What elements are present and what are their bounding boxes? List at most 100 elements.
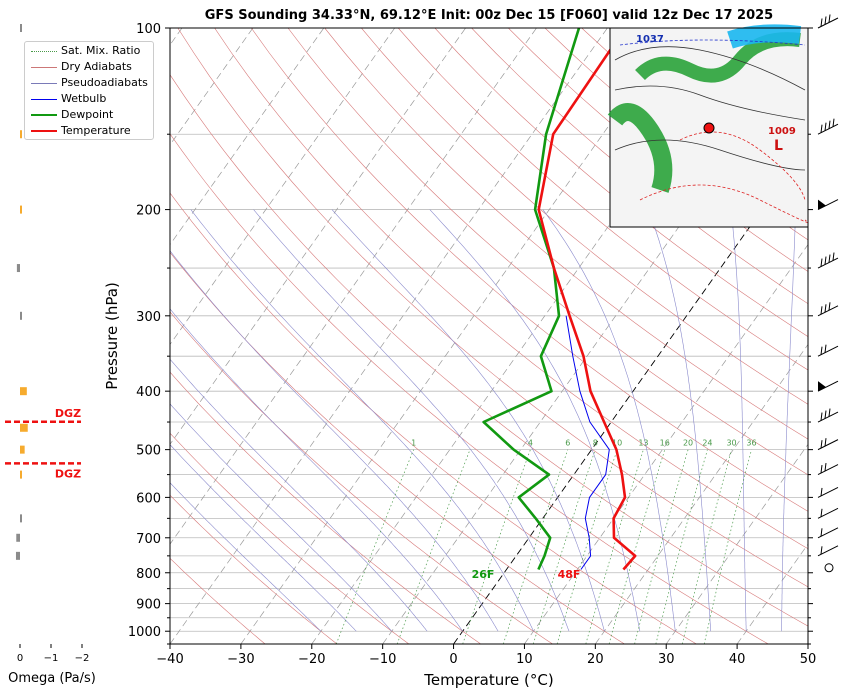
y-tick-label: 200 [136, 204, 161, 219]
wind-barb-feather [821, 546, 822, 554]
mixing-ratio-line [503, 450, 567, 644]
wind-barb-feather [825, 17, 826, 25]
inset-high-label: 1037 [636, 34, 664, 45]
y-tick-label: 300 [136, 310, 161, 325]
mixing-ratio-line [682, 450, 731, 644]
mixing-ratio-line [336, 450, 413, 644]
omega-tick-label: −2 [75, 653, 90, 664]
inset-low-label: 1009 [768, 126, 796, 137]
legend-label: Pseudoadiabats [61, 76, 148, 89]
mixing-ratio-line [635, 450, 689, 644]
mixing-ratio-label: 24 [702, 439, 712, 448]
pseudoadiabat [254, 210, 569, 632]
surface-temperature-label: 48F [558, 568, 581, 581]
wind-barb-feather [825, 123, 826, 131]
x-tick-label: −40 [156, 652, 183, 667]
wind-barb-feather [829, 255, 830, 263]
wind-barb-feather [829, 409, 830, 417]
mixing-ratio-label: 36 [746, 439, 756, 448]
wind-barbs [818, 15, 838, 572]
pseudoadiabat [430, 210, 640, 632]
dgz-label: DGZ [55, 467, 81, 480]
omega-bar [20, 312, 22, 320]
pseudoadiabat [59, 210, 427, 632]
wind-barb-feather [821, 509, 822, 517]
wetbulb-line [566, 316, 609, 570]
calm-wind-icon [825, 564, 833, 572]
mixing-ratio-label: 4 [528, 439, 533, 448]
wind-barb-feather [821, 465, 822, 473]
wind-barb-feather [821, 528, 822, 536]
y-axis-label: Pressure (hPa) [103, 282, 121, 390]
wind-barb-feather [821, 259, 822, 267]
y-tick-label: 900 [136, 598, 161, 613]
omega-tick-label: 0 [17, 653, 23, 664]
mixing-ratio-label: 20 [683, 439, 693, 448]
omega-bar [20, 206, 22, 214]
x-tick-label: 20 [587, 652, 604, 667]
omega-bar [20, 514, 22, 522]
mixing-ratio-line [557, 450, 617, 644]
pseudoadiabat [731, 210, 746, 632]
legend-label: Dewpoint [61, 108, 113, 121]
omega-bar [17, 264, 20, 272]
pseudoadiabat [0, 210, 356, 632]
mixing-ratio-label: 16 [660, 439, 670, 448]
wind-barb-feather [821, 306, 822, 314]
legend-swatch [31, 83, 57, 84]
wind-barb-feather [821, 125, 822, 133]
legend-label: Wetbulb [61, 92, 106, 105]
legend: Sat. Mix. Ratio Dry Adiabats Pseudoadiab… [24, 41, 154, 140]
legend-label: Dry Adiabats [61, 60, 132, 73]
mixing-ratio-label: 30 [726, 439, 736, 448]
wind-barb-feather [825, 463, 826, 471]
omega-bar [20, 387, 27, 395]
y-tick-label: 700 [136, 532, 161, 547]
x-tick-label: 30 [658, 652, 675, 667]
omega-tick-label: −1 [44, 653, 59, 664]
wind-barb-feather [821, 347, 822, 355]
omega-bar [20, 424, 28, 432]
x-tick-label: −10 [369, 652, 396, 667]
y-tick-label: 100 [136, 22, 161, 37]
wind-barb-feather [825, 257, 826, 265]
omega-bar [20, 130, 22, 138]
x-tick-label: 0 [449, 652, 457, 667]
x-tick-label: 10 [516, 652, 533, 667]
omega-bar [20, 446, 25, 454]
legend-label: Sat. Mix. Ratio [61, 44, 140, 57]
y-tick-label: 500 [136, 444, 161, 459]
legend-swatch [31, 99, 57, 100]
pseudoadiabat [782, 210, 796, 632]
wind-barb-feather [821, 19, 822, 27]
legend-swatch [31, 67, 57, 68]
inset-precip-blue [730, 33, 800, 40]
isotherm-line [170, 28, 607, 644]
wind-barb-feather [821, 488, 822, 496]
surface-dewpoint-label: 26F [472, 568, 495, 581]
wind-barb-feather [825, 304, 826, 312]
mixing-ratio-label: 13 [638, 439, 648, 448]
inset-location-marker [704, 123, 714, 133]
mixing-ratio-line [397, 450, 470, 644]
isotherm-line [99, 28, 536, 644]
omega-bar [20, 471, 22, 479]
y-tick-label: 400 [136, 385, 161, 400]
wind-barb-feather [829, 302, 830, 310]
x-tick-label: 40 [729, 652, 746, 667]
pseudoadiabat [27, 210, 392, 632]
x-tick-label: −30 [227, 652, 254, 667]
legend-swatch [31, 130, 57, 132]
legend-label: Temperature [61, 124, 131, 137]
x-tick-label: −20 [298, 652, 325, 667]
legend-swatch [31, 51, 57, 52]
x-tick-label: 50 [800, 652, 817, 667]
pseudoadiabat [648, 210, 710, 632]
mixing-ratio-label: 8 [593, 439, 598, 448]
wind-barb-feather [833, 119, 834, 127]
legend-swatch [31, 114, 57, 116]
mixing-ratio-label: 1 [411, 439, 416, 448]
wind-barb-feather [825, 438, 826, 446]
y-tick-label: 1000 [128, 625, 161, 640]
wind-barb-feather [829, 15, 830, 23]
